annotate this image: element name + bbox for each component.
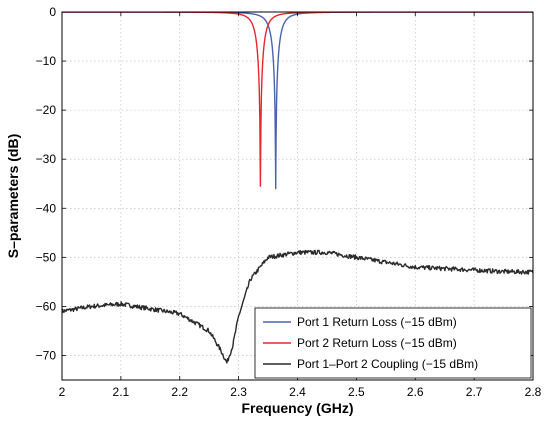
- y-tick-label: −60: [36, 299, 57, 313]
- x-tick-label: 2.3: [230, 385, 247, 399]
- grid: [62, 12, 533, 380]
- x-tick-label: 2.1: [113, 385, 130, 399]
- legend-entry-port1: Port 1 Return Loss (−15 dBm): [297, 315, 457, 329]
- axis-ticks: 2 2.1 2.2 2.3 2.4 2.5 2.6 2.7 2.8 0 −10 −20 −30 −40 −5…: [36, 5, 542, 399]
- y-tick-label: −20: [36, 103, 57, 117]
- y-tick-label: −50: [36, 250, 57, 264]
- x-tick-label: 2.7: [466, 385, 483, 399]
- legend-box: [254, 307, 532, 379]
- y-tick-label: 0: [49, 5, 56, 19]
- legend-entry-port2: Port 2 Return Loss (−15 dBm): [297, 336, 457, 350]
- y-axis-label: S–parameters (dB): [5, 134, 21, 259]
- y-tick-label: −10: [36, 54, 57, 68]
- x-tick-label: 2.4: [289, 385, 306, 399]
- x-tick-label: 2.5: [348, 385, 365, 399]
- y-tick-label: −40: [36, 201, 57, 215]
- y-tick-label: −70: [36, 348, 57, 362]
- x-tick-label: 2.8: [525, 385, 542, 399]
- y-tick-label: −30: [36, 152, 57, 166]
- x-tick-label: 2: [59, 385, 66, 399]
- x-tick-label: 2.2: [171, 385, 188, 399]
- legend: Port 1 Return Loss (−15 dBm) Port 2 Retu…: [254, 307, 532, 379]
- x-tick-label: 2.6: [407, 385, 424, 399]
- x-axis-label: Frequency (GHz): [241, 400, 353, 416]
- series-port1-port2-coupling: [62, 249, 533, 364]
- legend-entry-coupling: Port 1–Port 2 Coupling (−15 dBm): [297, 357, 478, 371]
